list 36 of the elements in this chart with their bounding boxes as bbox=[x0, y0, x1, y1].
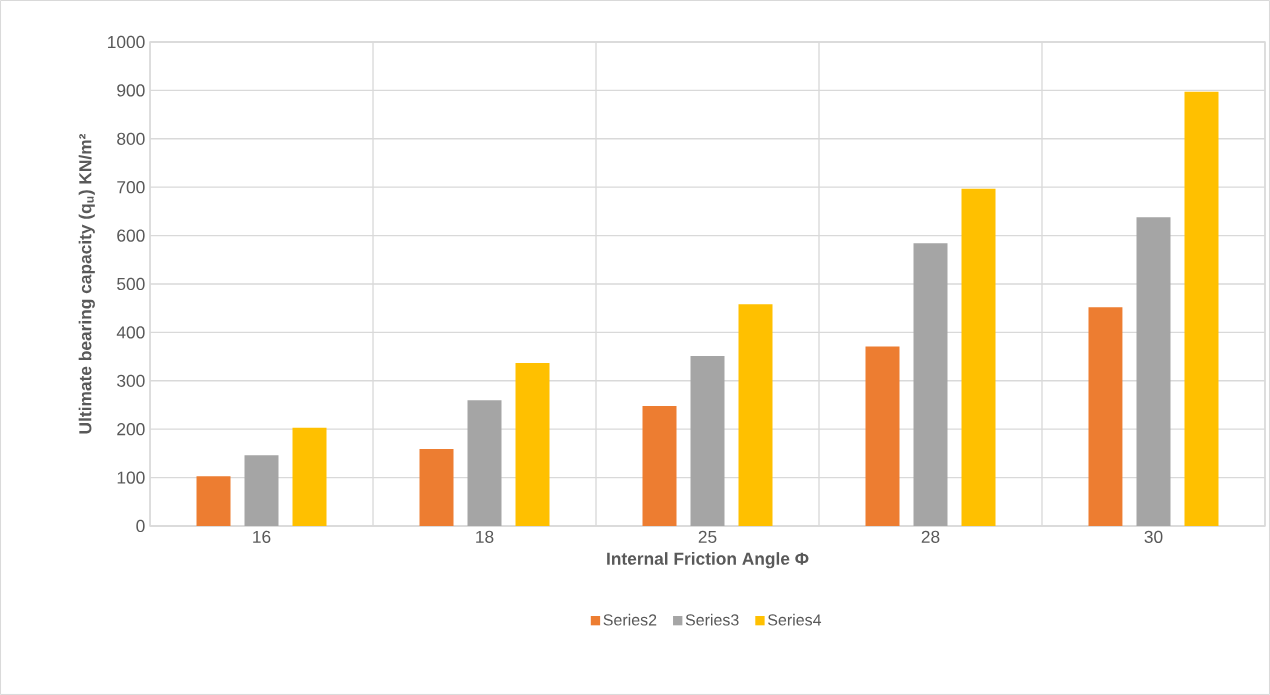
y-tick-label: 200 bbox=[117, 423, 145, 436]
x-tick-label: 16 bbox=[253, 530, 271, 543]
y-tick-label: 300 bbox=[117, 374, 145, 387]
y-tick-label: 1000 bbox=[108, 35, 145, 49]
bar bbox=[467, 400, 502, 526]
x-axis-title: Internal Friction Angle Φ bbox=[607, 552, 809, 569]
bar bbox=[244, 455, 279, 526]
bar bbox=[642, 405, 677, 526]
y-tick-label: 0 bbox=[136, 519, 145, 533]
x-tick-label: 25 bbox=[698, 530, 717, 543]
legend-label: Series4 bbox=[768, 613, 822, 626]
bar bbox=[515, 362, 550, 526]
y-tick-label: 100 bbox=[117, 471, 145, 484]
bar bbox=[292, 427, 327, 526]
legend-label: Series3 bbox=[685, 613, 739, 626]
y-tick-label: 900 bbox=[117, 84, 145, 97]
legend-label: Series2 bbox=[603, 613, 657, 626]
bar bbox=[1184, 91, 1219, 526]
y-tick-label: 700 bbox=[117, 181, 145, 194]
bar bbox=[196, 476, 231, 526]
y-tick-label: 400 bbox=[116, 326, 145, 339]
bar bbox=[690, 356, 725, 526]
y-tick-label: 500 bbox=[117, 277, 145, 291]
y-tick-label: 800 bbox=[117, 132, 145, 145]
bar bbox=[865, 346, 900, 526]
bar bbox=[1136, 217, 1171, 526]
y-axis-title: Ultimate bearing capacity (q$_{u}$) KN/m² bbox=[78, 133, 95, 434]
bar bbox=[913, 243, 948, 526]
bar bbox=[419, 449, 454, 526]
x-tick-label: 28 bbox=[921, 530, 940, 543]
x-tick-label: 18 bbox=[476, 530, 494, 543]
y-tick-label: 600 bbox=[117, 229, 145, 242]
bar bbox=[961, 188, 996, 526]
bar bbox=[738, 304, 773, 526]
x-tick-label: 30 bbox=[1144, 530, 1163, 543]
bar bbox=[1088, 307, 1123, 526]
